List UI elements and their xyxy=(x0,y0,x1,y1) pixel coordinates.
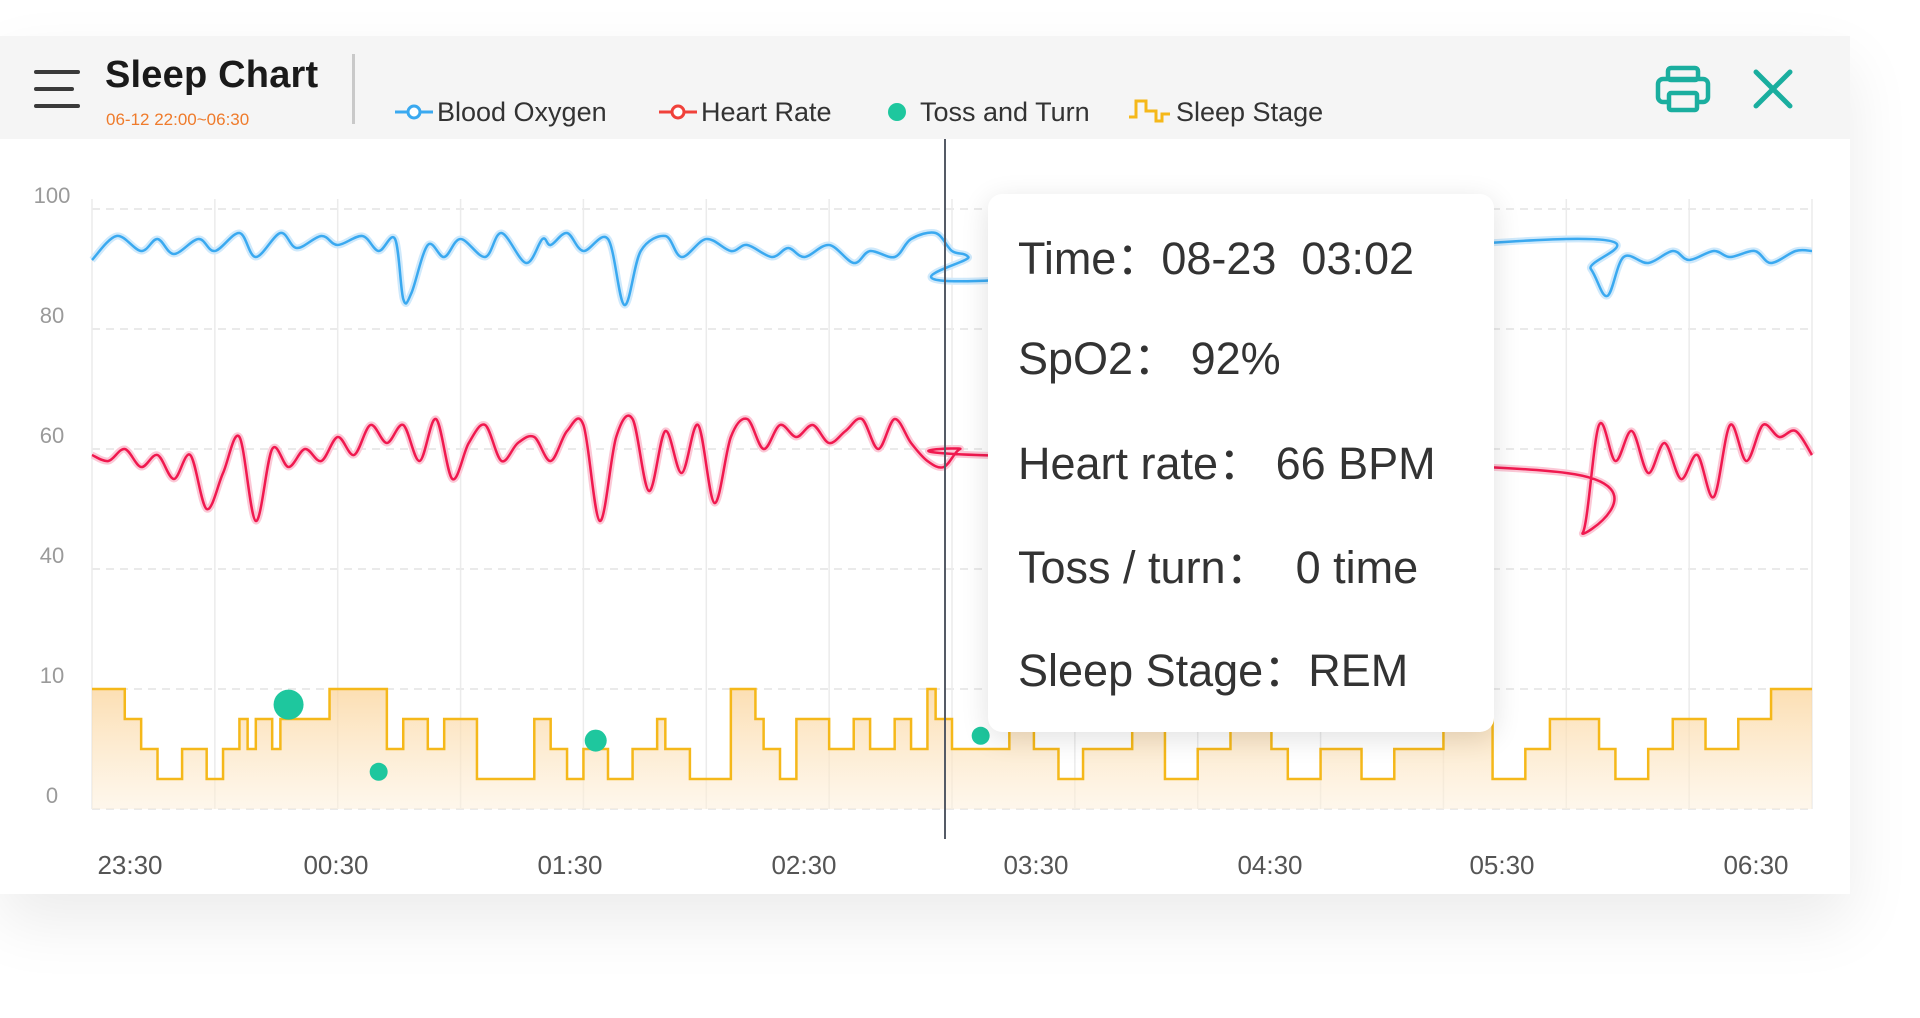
x-tick-label-0030: 00:30 xyxy=(303,850,368,880)
x-tick-label-0430: 04:30 xyxy=(1237,850,1302,880)
x-tick-label-0530: 05:30 xyxy=(1469,850,1534,880)
hamburger-menu-icon[interactable] xyxy=(34,70,80,110)
blood-oxygen-legend-icon xyxy=(395,104,433,120)
y-tick-label-80: 80 xyxy=(40,303,64,328)
y-tick-label-0: 0 xyxy=(46,783,58,808)
y-tick-label-100: 100 xyxy=(34,183,71,208)
legend-toss-and-turn[interactable]: Toss and Turn xyxy=(886,92,1090,132)
x-tick-label-0630: 06:30 xyxy=(1723,850,1788,880)
toss-turn-point-2 xyxy=(369,762,388,781)
chart-tooltip: Time：08-23 03:02 SpO2： 92% Heart rate： 6… xyxy=(988,194,1494,732)
chart-header: Sleep Chart 06-12 22:00~06:30 Blood Oxyg… xyxy=(0,36,1850,139)
legend-sleep-stage[interactable]: Sleep Stage xyxy=(1128,92,1323,132)
legend-blood-oxygen-label: Blood Oxygen xyxy=(437,96,607,127)
x-tick-label-0230: 02:30 xyxy=(771,850,836,880)
legend-blood-oxygen[interactable]: Blood Oxygen xyxy=(395,92,607,132)
x-tick-label-0130: 01:30 xyxy=(537,850,602,880)
legend-toss-and-turn-label: Toss and Turn xyxy=(920,96,1090,127)
blood-oxygen-line xyxy=(91,231,1813,307)
toss-turn-point-4 xyxy=(971,726,990,745)
tooltip-spo2: SpO2： 92% xyxy=(1018,333,1281,384)
y-tick-label-40: 40 xyxy=(40,543,64,568)
sleep-stage-legend-icon xyxy=(1129,99,1170,123)
y-tick-label-10: 10 xyxy=(40,663,64,688)
legend-heart-rate[interactable]: Heart Rate xyxy=(659,92,832,132)
tooltip-toss-turn: Toss / turn： 0 time xyxy=(1018,542,1419,593)
close-icon[interactable] xyxy=(1752,68,1794,110)
chart-subtitle: 06-12 22:00~06:30 xyxy=(106,110,250,129)
sleep-chart-card: Sleep Chart 06-12 22:00~06:30 Blood Oxyg… xyxy=(0,36,1850,894)
toss-turn-legend-icon xyxy=(888,103,906,121)
heart-rate-line xyxy=(91,414,1814,536)
printer-icon[interactable] xyxy=(1655,64,1711,114)
tooltip-heart-rate: Heart rate： 66 BPM xyxy=(1018,438,1436,489)
header-divider xyxy=(352,54,355,124)
x-tick-label-2330: 23:30 xyxy=(97,850,162,880)
toss-turn-point-1 xyxy=(273,689,304,720)
tooltip-sleep-stage: Sleep Stage：REM xyxy=(1018,645,1409,696)
y-tick-label-60: 60 xyxy=(40,423,64,448)
x-tick-label-0330: 03:30 xyxy=(1003,850,1068,880)
toss-turn-point-3 xyxy=(584,729,607,752)
tooltip-time: Time：08-23 03:02 xyxy=(1018,233,1415,284)
heart-rate-legend-icon xyxy=(659,104,697,120)
chart-title: Sleep Chart xyxy=(105,54,319,96)
legend-heart-rate-label: Heart Rate xyxy=(701,96,832,127)
legend-sleep-stage-label: Sleep Stage xyxy=(1176,96,1324,127)
